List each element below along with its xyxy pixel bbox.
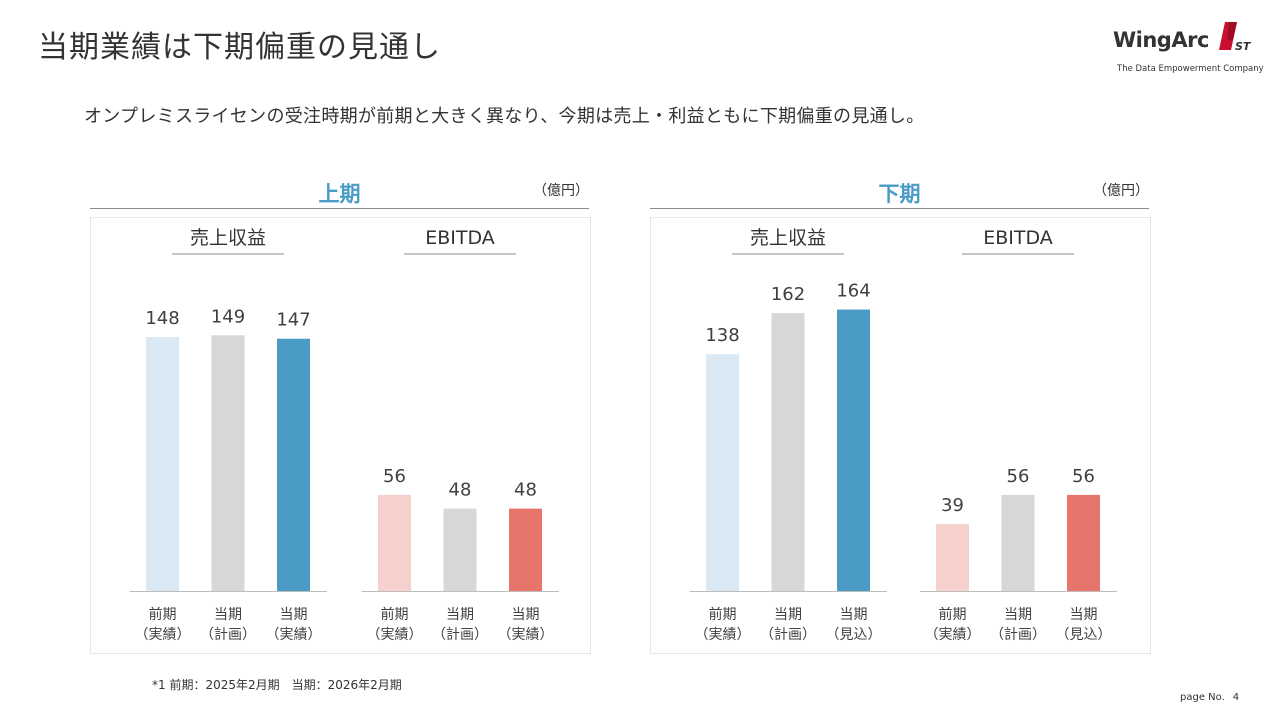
tick-label: 当期 [1004, 607, 1032, 623]
bar [1001, 494, 1035, 591]
chart-label: 売上収益 [750, 227, 826, 249]
tick-label: 前期 [939, 606, 967, 623]
data-label: 56 [1072, 466, 1095, 487]
page-number: page No. 4 [1180, 692, 1239, 703]
tick-label: 当期 [840, 607, 868, 623]
panel-title-second-half: 下期 [878, 182, 921, 206]
tick-label: （見込） [826, 627, 882, 643]
logo-tagline: The Data Empowerment Company [1117, 64, 1264, 74]
bar [211, 335, 245, 591]
tick-label: （実績） [266, 627, 322, 643]
tick-label: 前期 [149, 606, 177, 623]
tick-label: （計画） [432, 627, 488, 643]
tick-label: 当期 [446, 607, 474, 623]
page-number-label: page No. [1180, 692, 1225, 703]
tick-label: （実績） [498, 627, 554, 643]
chart-label: 売上収益 [190, 227, 266, 249]
tick-label: 前期 [709, 606, 737, 623]
tick-label: 前期 [381, 606, 409, 623]
tick-label: 当期 [214, 607, 242, 623]
bar [146, 337, 179, 591]
data-label: 148 [145, 308, 179, 329]
tick-label: （実績） [367, 627, 423, 643]
data-label: 149 [211, 306, 245, 327]
tick-label: （実績） [135, 627, 191, 643]
bar [936, 524, 969, 591]
company-logo: WingArc ST The Data Empowerment Company [1113, 20, 1264, 76]
tick-label: （実績） [695, 627, 751, 643]
page-title: 当期業績は下期偏重の見通し [38, 30, 441, 65]
unit-label-first-half: （億円） [533, 183, 589, 199]
data-label: 48 [514, 480, 537, 501]
tick-label: （実績） [925, 627, 981, 643]
bar [378, 494, 411, 591]
panel-title-first-half: 上期 [318, 182, 361, 206]
tick-label: 当期 [1070, 607, 1098, 623]
page-number-value: 4 [1232, 692, 1240, 703]
bar [1067, 494, 1100, 591]
chart-label: EBITDA [425, 227, 495, 249]
tick-label: 当期 [280, 607, 308, 623]
logo-1st-icon: ST [1219, 22, 1251, 53]
data-label: 164 [836, 281, 870, 302]
bar [509, 508, 542, 591]
bar [277, 338, 310, 591]
chart-label: EBITDA [983, 227, 1053, 249]
data-label: 138 [705, 325, 739, 346]
bar [771, 312, 805, 591]
logo-mark-text: ST [1235, 40, 1251, 53]
data-label: 39 [941, 495, 964, 516]
tick-label: （計画） [200, 627, 256, 643]
tick-label: （見込） [1056, 627, 1112, 643]
bar [837, 309, 870, 591]
tick-label: （計画） [990, 627, 1046, 643]
data-label: 147 [276, 310, 310, 331]
bar [443, 508, 477, 591]
panel-header-second-half: 下期 （億円） [650, 178, 1149, 209]
logo-wordmark: WingArc [1113, 28, 1209, 52]
bar [706, 354, 739, 591]
data-label: 56 [383, 466, 406, 487]
lead-text: オンプレミスライセンの受注時期が前期と大きく異なり、今期は売上・利益ともに下期偏… [84, 106, 925, 127]
data-label: 56 [1007, 466, 1030, 487]
tick-label: 当期 [512, 607, 540, 623]
tick-label: 当期 [774, 607, 802, 623]
footnote: *1 前期：2025年2月期 当期：2026年2月期 [152, 678, 402, 692]
unit-label-second-half: （億円） [1093, 183, 1149, 199]
tick-label: （計画） [760, 627, 816, 643]
panel-header-first-half: 上期 （億円） [90, 178, 589, 209]
data-label: 48 [449, 480, 472, 501]
data-label: 162 [771, 284, 805, 305]
